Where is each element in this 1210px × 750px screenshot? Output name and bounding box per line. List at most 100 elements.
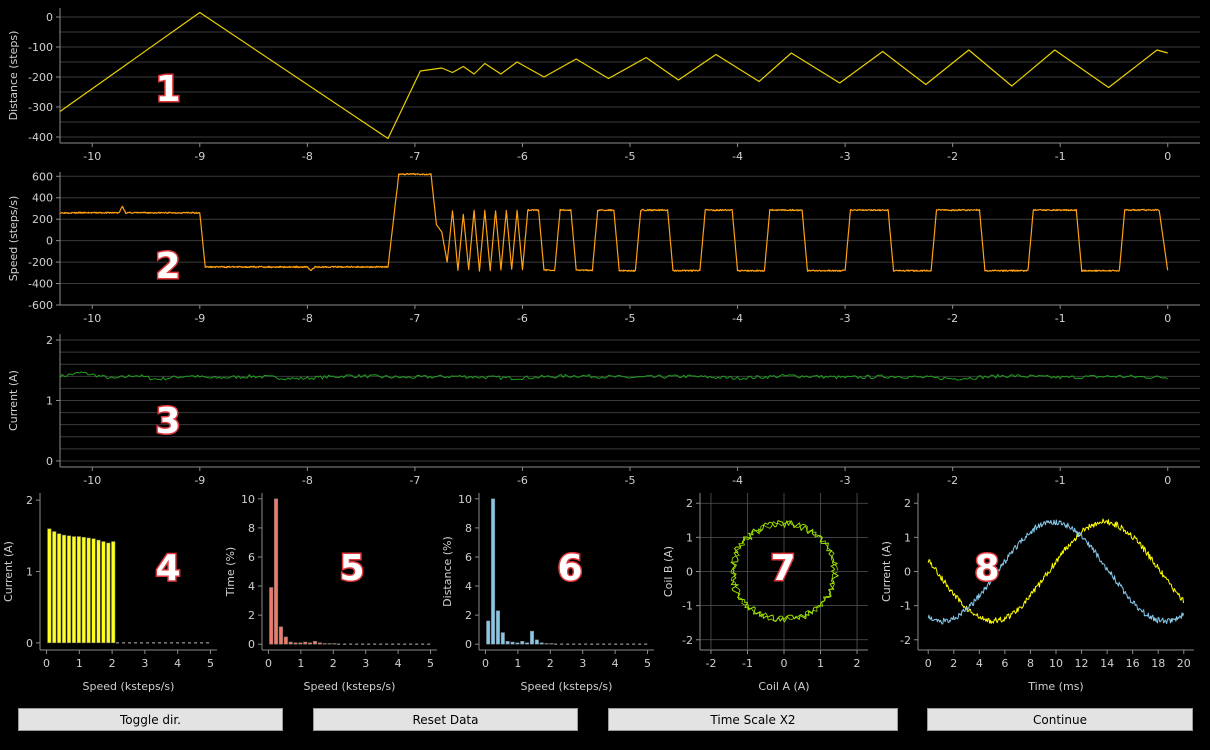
x-tick-label: 4 — [612, 657, 619, 670]
histogram-bar — [303, 641, 308, 645]
histogram-bar — [283, 636, 288, 645]
histogram-bar — [544, 643, 549, 645]
y-axis-label: Current (A) — [880, 541, 893, 602]
histogram-bar — [76, 536, 81, 644]
x-tick-label: 1 — [297, 657, 304, 670]
chart-coil: 2 1 0 -1 -2 -2 -1 0 1 2 Coil B (A) Coil A (A) 7 — [662, 493, 868, 693]
y-tick-label: 4 — [248, 580, 255, 593]
toggle-direction-button[interactable]: Toggle dir. — [18, 708, 283, 731]
histogram-bar — [298, 642, 303, 645]
histogram-bar — [500, 632, 505, 645]
coil-trajectory — [730, 520, 838, 622]
x-axis-label: Speed (ksteps/s) — [304, 680, 396, 693]
x-tick-label: 16 — [1126, 657, 1140, 670]
x-axis-label: Coil A (A) — [758, 680, 809, 693]
x-tick-label: -9 — [194, 312, 205, 325]
time-scale-button[interactable]: Time Scale X2 — [608, 708, 898, 731]
histogram-bar — [91, 538, 96, 644]
chart-number-badge: 8 — [974, 548, 999, 589]
x-tick-label: -1 — [742, 657, 753, 670]
y-tick-label: 2 — [248, 609, 255, 622]
y-tick-label: 0 — [46, 235, 53, 248]
histogram-bar — [491, 498, 496, 645]
x-tick-label: 2 — [854, 657, 861, 670]
chart-hist_current: 0 1 2 0 1 2 3 4 5 Current (A) Speed (ksteps/s) 4 — [2, 493, 217, 693]
histogram-bar — [96, 539, 101, 644]
histogram-bar — [47, 528, 52, 644]
chart-number-badge: 1 — [155, 69, 180, 110]
histogram-bar — [71, 536, 76, 644]
histogram-bar — [505, 641, 510, 645]
histogram-bar — [274, 498, 279, 645]
histogram-bar — [327, 643, 332, 645]
y-tick-label: -1 — [900, 600, 911, 613]
distance-series-line — [59, 11, 1168, 140]
x-tick-label: 10 — [1049, 657, 1063, 670]
x-tick-label: 5 — [427, 657, 434, 670]
histogram-bar — [534, 639, 539, 645]
x-tick-label: 5 — [207, 657, 214, 670]
y-axis-label: Coil B (A) — [662, 546, 675, 597]
y-axis-label: Time (%) — [224, 547, 237, 597]
x-tick-label: -5 — [625, 474, 636, 487]
y-tick-label: -600 — [28, 299, 53, 312]
histogram-bar — [515, 642, 520, 645]
x-tick-label: 1 — [76, 657, 83, 670]
y-axis-label: Distance (%) — [441, 536, 454, 607]
coil-current-series — [927, 518, 1184, 624]
y-tick-label: 0 — [46, 11, 53, 24]
y-tick-label: -400 — [28, 131, 53, 144]
y-tick-label: 1 — [26, 566, 33, 579]
histogram-bar — [66, 535, 72, 644]
x-tick-label: -6 — [517, 150, 528, 163]
y-tick-label: 0 — [46, 455, 53, 468]
x-tick-label: -2 — [947, 474, 958, 487]
x-tick-label: 4 — [395, 657, 402, 670]
x-tick-label: -6 — [517, 474, 528, 487]
y-tick-label: -2 — [900, 634, 911, 647]
chart-number-badge: 5 — [339, 548, 364, 589]
x-tick-label: -5 — [625, 312, 636, 325]
continue-button[interactable]: Continue — [927, 708, 1193, 731]
x-tick-label: 3 — [362, 657, 369, 670]
x-tick-label: 2 — [109, 657, 116, 670]
histogram-bar — [288, 641, 293, 645]
histogram-bar — [539, 642, 544, 645]
histogram-bar — [81, 536, 86, 644]
y-tick-label: 1 — [904, 531, 911, 544]
x-tick-label: 5 — [644, 657, 651, 670]
x-tick-label: -7 — [409, 150, 420, 163]
y-tick-label: 2 — [904, 497, 911, 510]
x-tick-label: 0 — [43, 657, 50, 670]
x-tick-label: -4 — [732, 150, 743, 163]
x-tick-label: 8 — [1027, 657, 1034, 670]
x-tick-label: -8 — [302, 312, 313, 325]
y-tick-label: -2 — [682, 634, 693, 647]
histogram-bar — [62, 534, 67, 644]
coil-current-series — [927, 519, 1184, 625]
histogram-bar — [312, 641, 317, 645]
y-axis-label: Distance (steps) — [7, 31, 20, 121]
y-tick-label: 1 — [686, 531, 693, 544]
histogram-bar — [322, 643, 327, 645]
y-tick-label: 1 — [46, 395, 53, 408]
y-tick-label: 6 — [248, 551, 255, 564]
x-tick-label: -3 — [840, 150, 851, 163]
histogram-bar — [52, 531, 57, 644]
x-tick-label: 1 — [817, 657, 824, 670]
y-axis-label: Speed (steps/s) — [7, 196, 20, 282]
x-tick-label: 6 — [1001, 657, 1008, 670]
current-series-line — [59, 371, 1168, 381]
x-tick-label: 4 — [174, 657, 181, 670]
histogram-bar — [529, 630, 534, 645]
chart-number-badge: 4 — [155, 548, 180, 589]
x-tick-label: -2 — [705, 657, 716, 670]
histogram-bar — [525, 642, 530, 645]
x-tick-label: 2 — [330, 657, 337, 670]
x-tick-label: 20 — [1177, 657, 1191, 670]
x-axis-label: Time (ms) — [1027, 680, 1083, 693]
reset-data-button[interactable]: Reset Data — [313, 708, 578, 731]
